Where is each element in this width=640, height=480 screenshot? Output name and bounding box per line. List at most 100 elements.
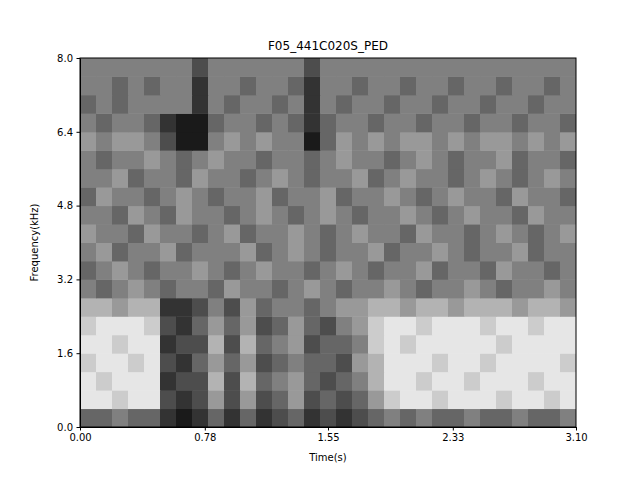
cell	[496, 316, 513, 335]
cell	[416, 169, 433, 188]
cell	[112, 206, 129, 225]
cell	[512, 206, 529, 225]
cell	[176, 279, 193, 298]
cell	[544, 261, 561, 280]
cell	[448, 298, 465, 317]
cell	[112, 132, 129, 151]
cell	[480, 353, 497, 372]
cell	[336, 150, 353, 169]
cell	[320, 243, 337, 262]
cell	[512, 113, 529, 132]
cell	[352, 132, 369, 151]
cell	[560, 58, 576, 77]
cell	[208, 335, 225, 354]
cell	[224, 279, 241, 298]
cell	[256, 169, 273, 188]
cell	[464, 95, 481, 114]
cell	[512, 279, 529, 298]
cell	[80, 224, 97, 243]
cell	[288, 76, 305, 95]
cell	[288, 353, 305, 372]
cell	[96, 316, 113, 335]
cell	[272, 390, 289, 409]
cell	[80, 150, 97, 169]
cell	[304, 316, 321, 335]
cell	[416, 298, 433, 317]
cell	[192, 409, 209, 427]
cell	[208, 372, 225, 391]
cell	[144, 279, 161, 298]
cell	[384, 279, 401, 298]
cell	[512, 261, 529, 280]
cell	[336, 169, 353, 188]
cell	[80, 169, 97, 188]
cell	[496, 409, 513, 427]
cell	[224, 409, 241, 427]
cell	[272, 353, 289, 372]
cell	[288, 113, 305, 132]
tick-mark	[77, 353, 81, 354]
cell	[96, 169, 113, 188]
cell	[352, 372, 369, 391]
cell	[288, 150, 305, 169]
cell	[448, 390, 465, 409]
cell	[80, 298, 97, 317]
cell	[208, 316, 225, 335]
cell	[528, 372, 545, 391]
cell	[256, 95, 273, 114]
cell	[240, 372, 257, 391]
cell	[160, 95, 177, 114]
cell	[560, 409, 576, 427]
cell	[512, 372, 529, 391]
cell	[112, 316, 129, 335]
cell	[416, 206, 433, 225]
cell	[176, 206, 193, 225]
cell	[352, 409, 369, 427]
cell	[96, 187, 113, 206]
cell	[368, 187, 385, 206]
cell	[288, 224, 305, 243]
cell	[208, 409, 225, 427]
cell	[208, 187, 225, 206]
tick-label: 3.2	[57, 274, 73, 285]
cell	[192, 298, 209, 317]
cell	[496, 76, 513, 95]
plot-area: 0.000.781.552.333.100.01.63.24.86.48.0	[57, 53, 588, 443]
cell	[160, 58, 177, 77]
cell	[96, 298, 113, 317]
cell	[432, 353, 449, 372]
cell	[208, 353, 225, 372]
cell	[560, 261, 576, 280]
cell	[160, 335, 177, 354]
cell	[480, 132, 497, 151]
cell	[240, 390, 257, 409]
cell	[304, 279, 321, 298]
tick: 0.78	[194, 427, 216, 443]
cell	[464, 298, 481, 317]
cell	[480, 261, 497, 280]
cell	[528, 409, 545, 427]
cell	[336, 113, 353, 132]
cell	[160, 279, 177, 298]
cell	[304, 150, 321, 169]
cell	[368, 279, 385, 298]
cell	[528, 187, 545, 206]
cell	[400, 372, 417, 391]
cell	[96, 261, 113, 280]
cell	[400, 261, 417, 280]
tick-mark	[453, 427, 454, 431]
cell	[496, 58, 513, 77]
cell	[128, 390, 145, 409]
cell	[336, 187, 353, 206]
cell	[176, 261, 193, 280]
cell	[96, 132, 113, 151]
cell	[80, 132, 97, 151]
cell	[144, 95, 161, 114]
cell	[496, 150, 513, 169]
cell	[560, 113, 576, 132]
cell	[272, 113, 289, 132]
cell	[208, 279, 225, 298]
cell	[560, 353, 576, 372]
cell	[256, 353, 273, 372]
cell	[160, 132, 177, 151]
